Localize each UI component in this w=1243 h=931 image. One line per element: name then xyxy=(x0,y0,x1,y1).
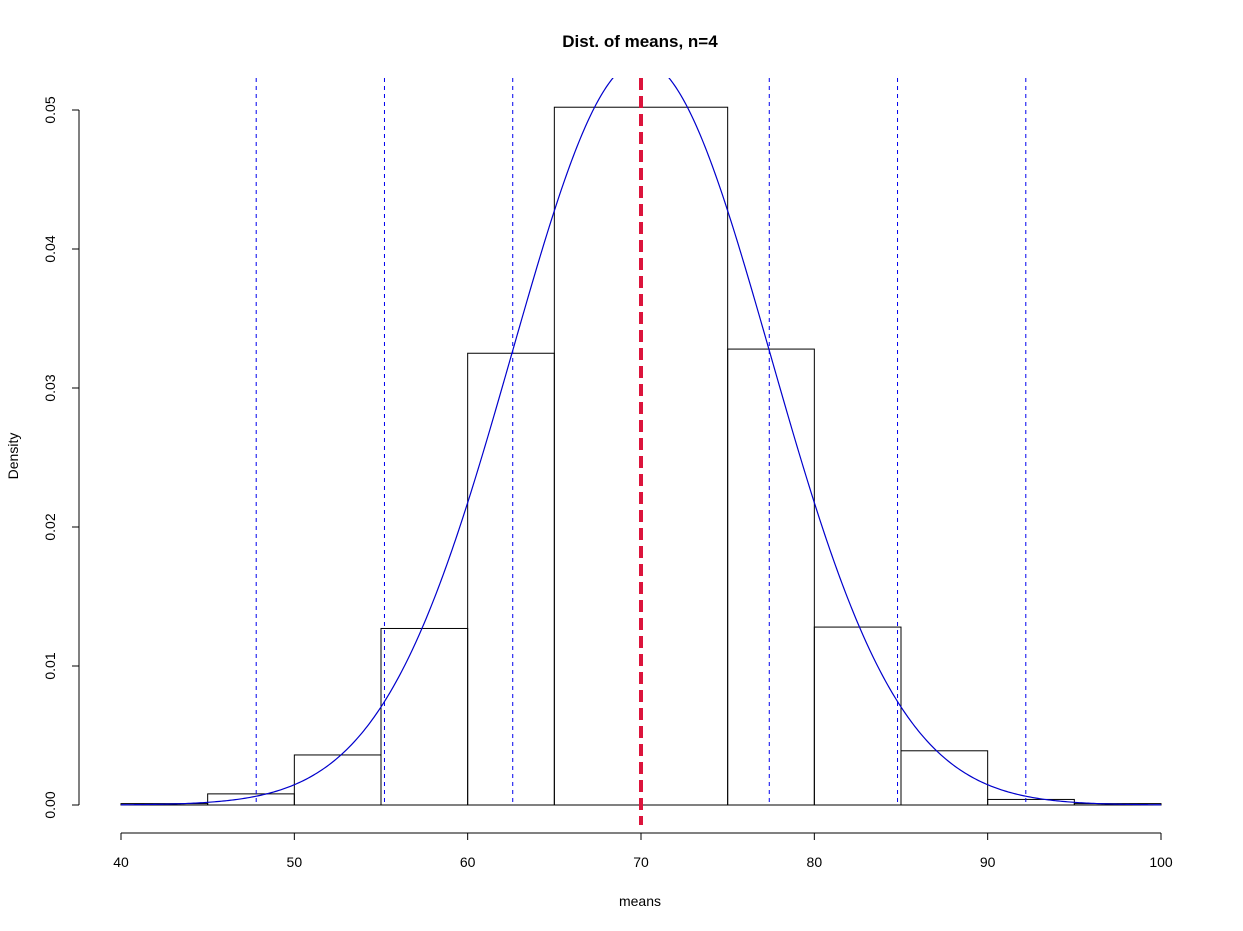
x-tick-label-4: 80 xyxy=(807,854,823,870)
histogram-bar-3 xyxy=(380,627,469,806)
histogram-bar-4 xyxy=(467,352,555,806)
histogram-bar-2 xyxy=(293,754,382,806)
y-tick-label-1: 0.01 xyxy=(42,652,58,679)
x-axis-label: means xyxy=(619,893,661,909)
histogram-bar-6 xyxy=(727,348,815,806)
chart-title: Dist. of means, n=4 xyxy=(562,32,718,51)
x-tick-label-6: 100 xyxy=(1149,854,1173,870)
normal-density-curve xyxy=(120,78,1162,806)
y-axis: 0.00 0.01 0.02 0.03 0.04 0.05 xyxy=(42,96,80,819)
x-tick-label-1: 50 xyxy=(287,854,303,870)
x-axis: 40 50 60 70 80 90 100 xyxy=(113,832,1173,870)
x-tick-label-5: 90 xyxy=(980,854,996,870)
y-axis-label: Density xyxy=(5,433,21,480)
y-tick-label-2: 0.02 xyxy=(42,513,58,540)
histogram-bar-7 xyxy=(813,626,902,806)
normal-curve-layer xyxy=(120,78,1162,806)
y-tick-label-0: 0.00 xyxy=(42,791,58,818)
histogram-bar-1 xyxy=(207,793,295,806)
y-tick-label-3: 0.03 xyxy=(42,374,58,401)
histogram-bar-9 xyxy=(987,798,1075,806)
reference-lines xyxy=(255,78,1027,825)
x-tick-label-2: 60 xyxy=(460,854,476,870)
x-tick-label-3: 70 xyxy=(633,854,649,870)
y-tick-label-4: 0.04 xyxy=(42,235,58,262)
histogram-bar-8 xyxy=(900,750,989,806)
y-tick-label-5: 0.05 xyxy=(42,96,58,123)
x-tick-label-0: 40 xyxy=(113,854,129,870)
